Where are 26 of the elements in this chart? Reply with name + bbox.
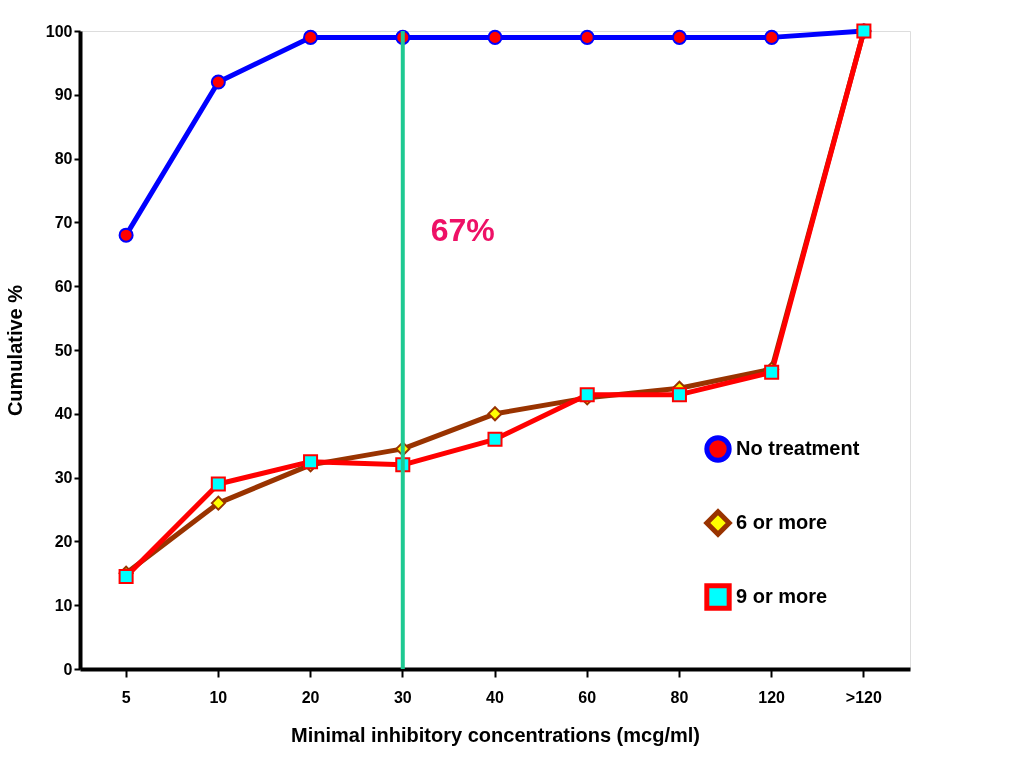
x-tick-label: 80 <box>670 688 689 706</box>
y-tick-label: 30 <box>54 469 73 487</box>
y-axis-title: Cumulative % <box>3 284 26 417</box>
x-tick-label: 120 <box>758 688 786 706</box>
legend-label: 9 or more <box>736 585 828 607</box>
x-tick-label: 5 <box>121 688 131 706</box>
legend-label: No treatment <box>736 437 860 459</box>
annotation: 67% <box>430 212 495 248</box>
x-tick-label: 20 <box>301 688 320 706</box>
y-tick-label: 80 <box>54 150 73 168</box>
x-tick-label: >120 <box>845 688 883 706</box>
x-tick-label: 30 <box>393 688 412 706</box>
y-tick-label: 0 <box>63 660 73 678</box>
y-tick-label: 50 <box>54 341 73 359</box>
y-tick-label: 60 <box>54 277 73 295</box>
legend-label: 6 or more <box>736 511 828 533</box>
y-tick-label: 20 <box>54 532 73 550</box>
y-tick-label: 70 <box>54 213 73 231</box>
x-axis-title: Minimal inhibitory concentrations (mcg/ml) <box>291 723 700 746</box>
x-tick-label: 40 <box>486 688 504 706</box>
y-tick-label: 40 <box>54 405 73 423</box>
y-tick-label: 10 <box>54 596 73 614</box>
x-tick-label: 10 <box>209 688 228 706</box>
x-tick-label: 60 <box>578 688 597 706</box>
y-tick-label: 100 <box>45 22 73 40</box>
y-tick-label: 90 <box>54 86 73 104</box>
